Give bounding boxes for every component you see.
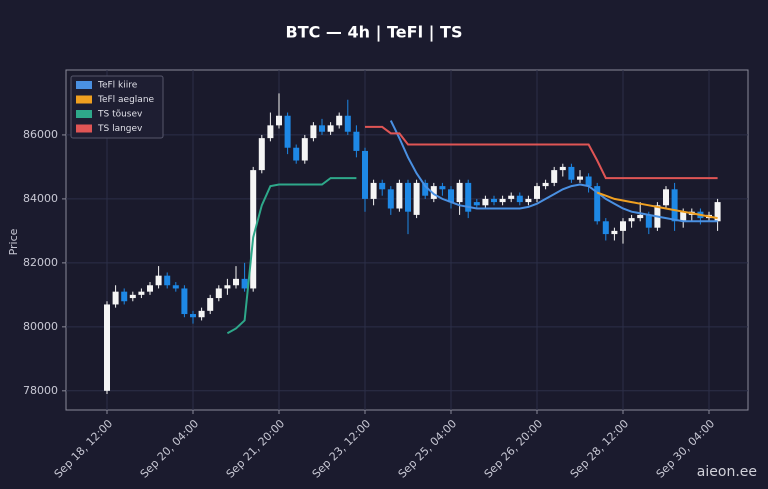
candle-body [301,138,308,161]
candle-body [448,189,454,203]
legend-swatch [76,124,92,133]
legend-label: TeFl aeglane [97,95,155,105]
candle-body [129,294,136,299]
candle-body [344,115,351,132]
candle-body [577,176,583,180]
candle-body [671,189,678,222]
candle-body [680,211,687,222]
candle-body [396,182,403,209]
candle-body [207,298,214,311]
candle-body [284,115,291,148]
candle-body [319,125,325,132]
candle-body [267,125,274,139]
candle-body [172,285,179,289]
candle-body [534,186,540,199]
candle-body [198,310,205,318]
y-tick-label: 80000 [23,320,58,333]
candle-body [542,182,549,187]
legend: TeFl kiire TeFl aeglane TS tõusev TS langev [70,75,164,139]
candle-body [276,115,282,126]
candle-body [336,115,343,126]
candle-body [714,202,721,222]
candle-body [422,182,429,196]
candle-body [353,131,360,151]
candle-body [241,278,248,289]
candle-body [620,221,626,231]
candle-body [258,138,265,171]
candle-body [164,275,171,286]
candle-body [491,198,497,203]
legend-label: TeFl kiire [97,81,138,91]
candle-body [155,275,162,286]
y-tick-label: 84000 [23,192,58,205]
candle-body [439,186,446,190]
candle-body [233,278,239,286]
candle-body [138,291,145,295]
candle-body [362,150,368,199]
candle-body [585,176,592,187]
candle-body [628,218,635,222]
candle-body [663,189,669,206]
candle-body [568,166,575,180]
candle-body [559,166,566,171]
candle-body [525,198,532,203]
legend-swatch [76,110,92,118]
candle-body [112,291,119,305]
plot-area [65,69,749,411]
candle-body [224,285,231,289]
watermark: aieon.ee [697,464,757,480]
candle-body [310,125,317,139]
candle-body [508,195,515,199]
candle-body [370,182,377,199]
candle-body [637,214,644,219]
candle-body [465,182,472,212]
legend-label: TS tõusev [97,110,143,120]
candle-body [602,221,609,235]
y-tick-label: 78000 [23,384,58,397]
legend-label: TS langev [97,124,143,134]
candle-body [456,182,463,203]
indicator-line [365,125,718,180]
candle-body [121,291,128,302]
indicator-line [389,120,718,223]
candle-body [594,186,601,222]
candle-body [611,230,618,235]
candle-body [430,186,437,199]
candle-body [104,304,110,391]
indicator-line [596,191,718,220]
legend-swatch [76,95,92,104]
candle-body [147,285,153,292]
legend-box [70,75,164,139]
candle-body [405,182,411,212]
candle-body [551,170,558,183]
candle-body [499,198,506,203]
chart-title: BTC — 4h | TeFl | TS [286,23,463,43]
candle-body [190,314,196,318]
candle-body [473,202,480,206]
y-tick-label: 86000 [23,128,58,141]
legend-swatch [76,81,92,89]
candle-body [293,147,300,161]
candle-body [379,182,386,190]
candle-body [327,125,334,132]
candle-body [413,182,420,215]
y-axis-label: Price [7,228,20,255]
candle-body [215,288,222,299]
candle-body [516,195,523,203]
candle-body [387,189,394,209]
indicator-line [226,177,357,335]
candle-body [482,198,489,206]
candle-body [181,288,188,315]
candle-body [250,170,257,289]
y-tick-label: 82000 [23,256,58,269]
candle-body [645,214,652,228]
